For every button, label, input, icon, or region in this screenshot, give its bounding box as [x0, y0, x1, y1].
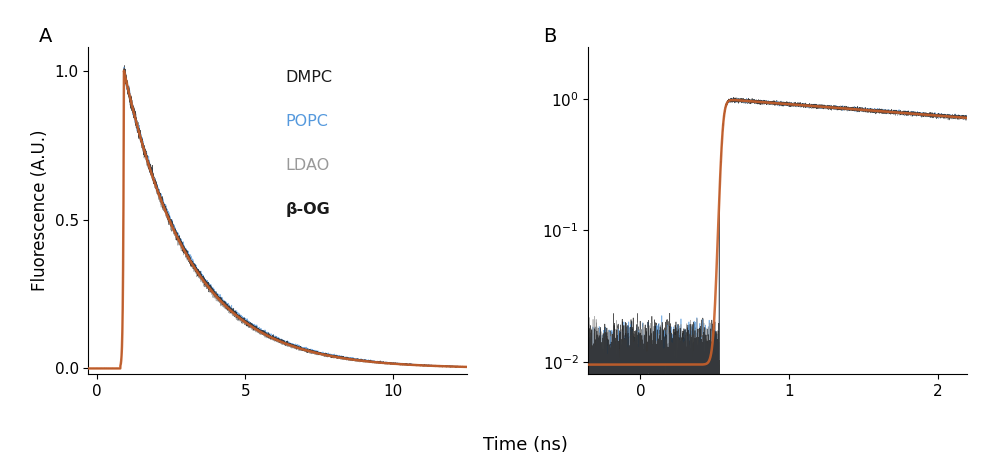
- Text: B: B: [543, 27, 557, 46]
- Text: LDAO: LDAO: [286, 158, 330, 173]
- Text: A: A: [39, 27, 52, 46]
- Text: Time (ns): Time (ns): [483, 436, 568, 454]
- Y-axis label: Fluorescence (A.U.): Fluorescence (A.U.): [31, 130, 49, 292]
- Text: β-OG: β-OG: [286, 202, 330, 218]
- Text: POPC: POPC: [286, 114, 328, 129]
- Text: DMPC: DMPC: [286, 70, 332, 85]
